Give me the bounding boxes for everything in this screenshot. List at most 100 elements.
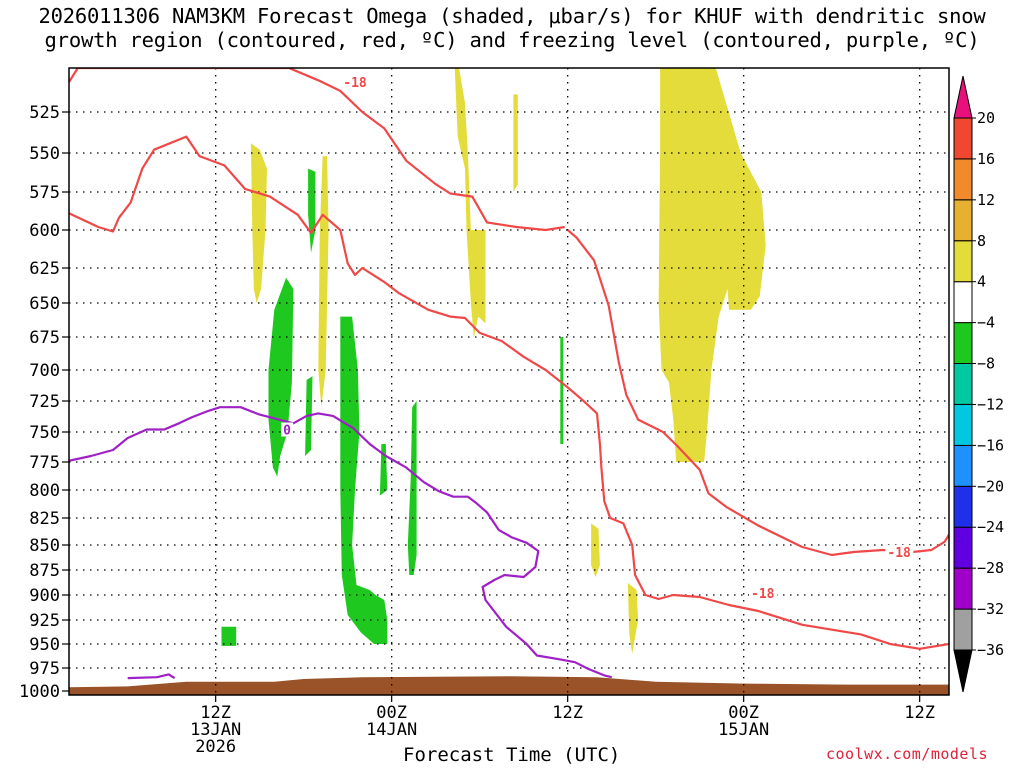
y-tick-label-725: 725: [29, 392, 60, 412]
y-tick-label-775: 775: [29, 453, 60, 473]
y-tick-label-750: 750: [29, 423, 60, 443]
y-tick-label-625: 625: [29, 259, 60, 279]
y-tick-label-1000: 1000: [19, 682, 60, 702]
omega-region-up-2: [308, 168, 316, 253]
colorbar-swatch-6: [953, 363, 973, 405]
x-tick-label-24-2: 14JAN: [366, 720, 417, 740]
ground-terrain: [69, 676, 949, 695]
contour-dendritic_upper: [69, 68, 565, 232]
contour-lines: [69, 68, 949, 680]
colorbar-label--4: −4: [977, 314, 995, 332]
contour-label-bg-dendritic_right: [885, 545, 914, 559]
omega-region-down-13: [627, 583, 639, 654]
colorbar-label--8: −8: [977, 355, 995, 373]
contour-label-bg-dendritic_upper: [341, 75, 370, 90]
colorbar-over-arrow: [953, 75, 973, 119]
colorbar-swatch-2: [953, 526, 973, 569]
x-axis-label: Forecast Time (UTC): [403, 744, 621, 766]
colorbar-label--32: −32: [977, 600, 1004, 618]
y-tick-label-850: 850: [29, 536, 60, 556]
colorbar-label--20: −20: [977, 477, 1004, 495]
colorbar-swatch-0: [953, 608, 973, 651]
colorbar-label-12: 12: [977, 191, 995, 209]
omega-region-down-9: [318, 156, 329, 408]
credit-link[interactable]: coolwx.com/models: [826, 745, 989, 763]
y-tick-label-825: 825: [29, 509, 60, 529]
colorbar-swatch-7: [953, 322, 973, 365]
omega-region-up-1: [268, 277, 294, 477]
contour-label-bg-freezing: [281, 422, 294, 437]
y-tick-label-575: 575: [29, 183, 60, 203]
colorbar-under-arrow: [953, 649, 973, 693]
x-tick-label-12-1: 12Z: [200, 703, 231, 723]
y-tick-label-550: 550: [29, 144, 60, 164]
colorbar-label--12: −12: [977, 395, 1004, 413]
x-tick-label-48-2: 15JAN: [718, 720, 769, 740]
contour-label-bg-dendritic_lower: [749, 586, 777, 600]
y-tick-label-600: 600: [29, 221, 60, 241]
contour-label-dendritic_lower: -18: [751, 587, 775, 602]
colorbar-label-8: 8: [977, 232, 986, 250]
colorbar-swatch-8: [953, 281, 973, 324]
contour-freezing_sfc: [127, 673, 176, 680]
contour-label-dendritic_upper: -18: [343, 76, 367, 91]
x-tick-label-12-3: 2026: [195, 737, 236, 757]
colorbar-label-4: 4: [977, 273, 986, 291]
colorbar-label--24: −24: [977, 518, 1004, 536]
omega-region-down-8: [250, 143, 267, 303]
contour-freezing: [69, 406, 612, 679]
colorbar-label-20: 20: [977, 109, 995, 127]
y-tick-label-925: 925: [29, 611, 60, 631]
omega-region-up-7: [560, 337, 564, 444]
colorbar-label--16: −16: [977, 436, 1004, 454]
y-tick-label-800: 800: [29, 481, 60, 501]
x-tick-label-60-1: 12Z: [904, 703, 935, 723]
y-tick-label-875: 875: [29, 561, 60, 581]
omega-region-up-0: [221, 626, 237, 646]
omega-region-down-10: [454, 68, 486, 339]
x-tick-label-24-1: 00Z: [376, 703, 407, 723]
grid-lines: [69, 68, 949, 695]
chart-title: 2026011306 NAM3KM Forecast Omega (shaded…: [0, 4, 1024, 52]
colorbar: −36 −32 −28 −24 −20 −16 −12 −8 −4 4 8 12 16 20: [953, 75, 1004, 693]
colorbar-swatch-11: [953, 158, 973, 201]
y-tick-label-675: 675: [29, 328, 60, 348]
omega-region-down-14: [658, 68, 766, 462]
x-tick-label-36-1: 12Z: [552, 703, 583, 723]
x-tick-label-12-2: 13JAN: [190, 720, 241, 740]
x-tick-label-48-1: 00Z: [728, 703, 759, 723]
contour-dendritic_lower: [69, 135, 949, 650]
colorbar-swatch-1: [953, 567, 973, 610]
colorbar-swatch-12: [953, 117, 973, 160]
omega-region-up-4: [340, 316, 388, 644]
colorbar-label--36: −36: [977, 641, 1004, 659]
colorbar-label-16: 16: [977, 150, 995, 168]
y-tick-label-900: 900: [29, 586, 60, 606]
colorbar-swatch-9: [953, 240, 973, 283]
colorbar-swatch-10: [953, 199, 973, 242]
y-tick-label-700: 700: [29, 361, 60, 381]
chart-title-line2: growth region (contoured, red, ºC) and f…: [44, 28, 980, 52]
omega-shading: [221, 68, 766, 654]
omega-region-down-12: [591, 523, 600, 577]
y-axis: 1000 975 950 925 900 875 850 825 800 775 750 725 700…: [19, 103, 69, 702]
ground-area: [69, 676, 949, 695]
omega-region-up-6: [407, 401, 417, 575]
colorbar-swatch-5: [953, 404, 973, 446]
contour-dendritic_right: [566, 229, 949, 557]
y-tick-label-975: 975: [29, 659, 60, 679]
plot-frame: [68, 67, 950, 696]
colorbar-swatch-3: [953, 485, 973, 528]
contour-label-freezing: 0: [283, 424, 291, 439]
y-tick-label-525: 525: [29, 103, 60, 123]
contour-labels: -18 -18 -18 0: [281, 75, 914, 602]
contour-label-dendritic_right: -18: [887, 546, 911, 561]
y-tick-label-950: 950: [29, 635, 60, 655]
chart-title-line1: 2026011306 NAM3KM Forecast Omega (shaded…: [38, 4, 986, 28]
omega-region-down-11: [513, 94, 518, 192]
y-tick-label-650: 650: [29, 294, 60, 314]
colorbar-label--28: −28: [977, 559, 1004, 577]
colorbar-swatch-4: [953, 444, 973, 487]
